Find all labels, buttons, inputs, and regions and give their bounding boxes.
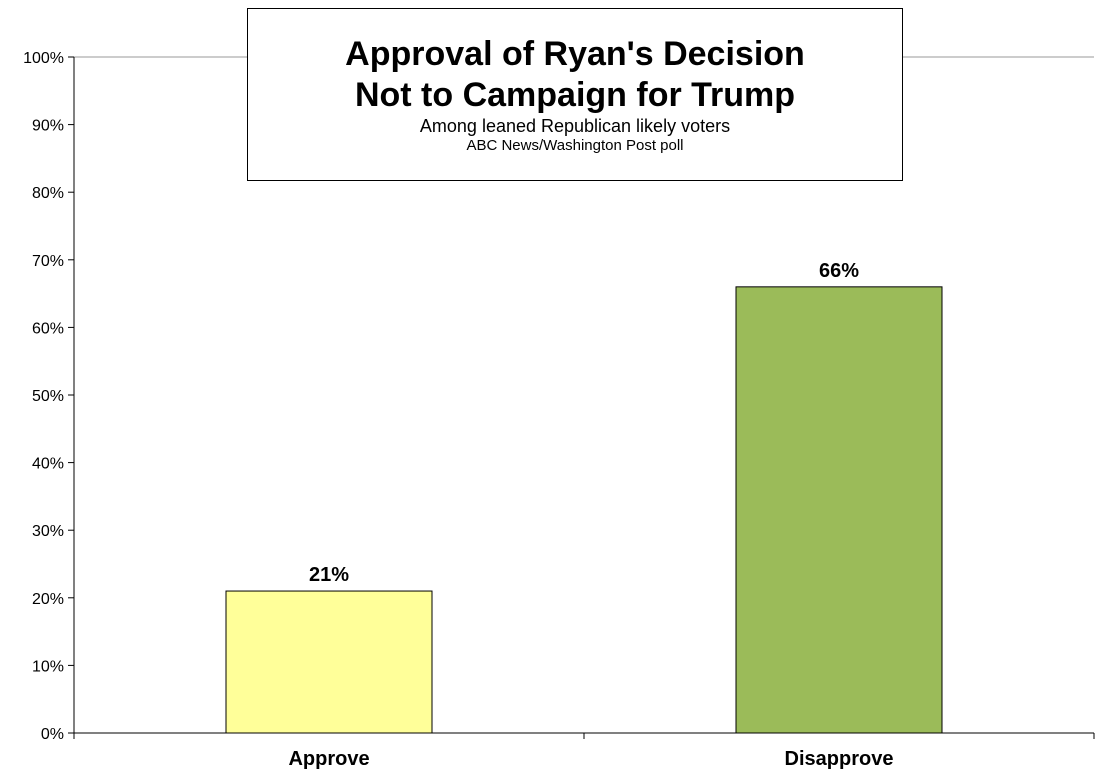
title-box: Approval of Ryan's Decision Not to Campa… bbox=[247, 8, 903, 181]
y-tick-label: 70% bbox=[32, 253, 64, 270]
y-tick-label: 10% bbox=[32, 658, 64, 675]
chart-subtitle: Among leaned Republican likely voters bbox=[419, 116, 731, 136]
y-tick-label: 40% bbox=[32, 456, 64, 473]
data-label-disapprove: 66% bbox=[819, 260, 859, 282]
y-tick-label: 0% bbox=[41, 726, 64, 743]
chart-source: ABC News/Washington Post poll bbox=[466, 137, 684, 154]
data-label-approve: 21% bbox=[309, 564, 349, 586]
y-tick-label: 60% bbox=[32, 320, 64, 337]
y-tick-label: 50% bbox=[32, 388, 64, 405]
bar-disapprove bbox=[735, 286, 943, 734]
x-axis: Approve Disapprove bbox=[73, 733, 1095, 770]
y-tick-label: 20% bbox=[32, 591, 64, 608]
y-tick-label: 80% bbox=[32, 185, 64, 202]
x-category-label-approve: Approve bbox=[288, 748, 369, 770]
chart-title: Approval of Ryan's Decision Not to Campa… bbox=[345, 35, 805, 114]
x-category-label-disapprove: Disapprove bbox=[785, 748, 894, 770]
bar-approve bbox=[225, 590, 433, 734]
y-tick-label: 90% bbox=[32, 118, 64, 135]
bars: 21% 66% bbox=[225, 260, 943, 734]
y-axis: 0% 10% 20% 30% 40% 50% 60% 70% 80% 90% 100% bbox=[23, 50, 74, 743]
y-tick-label: 100% bbox=[23, 50, 64, 67]
y-tick-label: 30% bbox=[32, 523, 64, 540]
